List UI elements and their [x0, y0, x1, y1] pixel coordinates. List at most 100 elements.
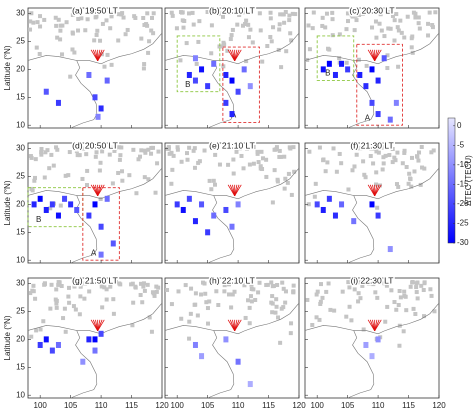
x-tick-label: 105: [64, 401, 78, 410]
no-data-cell: [413, 11, 418, 16]
no-data-cell: [396, 64, 401, 69]
no-data-cell: [131, 300, 136, 305]
dtec-cell: [375, 212, 381, 219]
no-data-cell: [419, 145, 424, 150]
no-data-cell: [169, 10, 174, 15]
no-data-cell: [339, 161, 344, 166]
dtec-cell: [192, 55, 198, 62]
no-data-cell: [247, 162, 252, 167]
no-data-cell: [346, 19, 351, 24]
dtec-cell: [86, 212, 92, 219]
coastline: [304, 325, 375, 399]
no-data-cell: [260, 59, 265, 64]
no-data-cell: [320, 15, 325, 20]
no-data-cell: [256, 160, 261, 165]
no-data-cell: [334, 169, 339, 174]
x-tick-label: 100: [311, 401, 325, 410]
no-data-cell: [247, 321, 252, 326]
y-axis-label: Latitude (°N): [3, 180, 12, 225]
no-data-cell: [150, 15, 155, 20]
no-data-cell: [54, 298, 59, 303]
no-data-cell: [63, 329, 68, 334]
dtec-cell: [326, 195, 332, 202]
no-data-cell: [82, 296, 87, 301]
dtec-cell: [326, 60, 332, 67]
no-data-cell: [169, 302, 174, 307]
ray: [234, 319, 242, 332]
dtec-cell: [31, 201, 37, 208]
no-data-cell: [288, 146, 293, 151]
panel-frame: [304, 277, 440, 399]
no-data-cell: [291, 290, 296, 295]
no-data-cell: [377, 145, 382, 150]
no-data-cell: [361, 159, 366, 164]
no-data-cell: [381, 145, 386, 150]
dtec-cell: [320, 206, 326, 213]
y-tick-label: 25: [16, 37, 25, 46]
y-tick-label: 25: [16, 307, 25, 316]
x-tick-label: 110: [232, 401, 245, 410]
ray: [234, 49, 242, 62]
no-data-cell: [370, 25, 375, 30]
no-data-cell: [206, 321, 211, 326]
dtec-cell: [375, 336, 381, 343]
no-data-cell: [387, 10, 392, 15]
no-data-cell: [29, 11, 34, 16]
no-data-cell: [377, 183, 382, 188]
ray: [374, 49, 382, 62]
no-data-cell: [213, 152, 218, 157]
no-data-cell: [264, 174, 269, 179]
no-data-cell: [66, 173, 71, 178]
ray: [97, 184, 105, 197]
coastline: [76, 302, 163, 335]
no-data-cell: [394, 12, 399, 17]
no-data-cell: [362, 172, 367, 177]
no-data-cell: [381, 161, 386, 166]
no-data-cell: [397, 289, 402, 294]
no-data-cell: [152, 293, 157, 298]
no-data-cell: [116, 38, 121, 43]
no-data-cell: [176, 289, 181, 294]
no-data-cell: [363, 175, 368, 180]
no-data-cell: [219, 44, 224, 49]
no-data-cell: [283, 289, 288, 294]
no-data-cell: [242, 10, 247, 15]
no-data-cell: [385, 66, 390, 71]
no-data-cell: [413, 15, 418, 20]
coastline: [353, 167, 440, 200]
no-data-cell: [169, 150, 174, 155]
no-data-cell: [48, 206, 53, 211]
no-data-cell: [379, 28, 384, 33]
no-data-cell: [278, 154, 283, 159]
no-data-cell: [181, 25, 186, 30]
no-data-cell: [235, 22, 240, 27]
no-data-cell: [78, 294, 83, 299]
no-data-cell: [104, 287, 109, 292]
no-data-cell: [243, 315, 248, 320]
panel: B A 10 15 20 25 30 (d) 20:50 LT Latitude (°N): [3, 139, 163, 264]
no-data-cell: [142, 148, 147, 153]
no-data-cell: [200, 280, 205, 285]
no-data-cell: [360, 11, 365, 16]
no-data-cell: [38, 327, 43, 332]
no-data-cell: [371, 161, 376, 166]
no-data-cell: [179, 159, 184, 164]
dtec-cell: [229, 111, 235, 118]
region-box: [316, 35, 355, 82]
ray: [374, 319, 382, 332]
no-data-cell: [280, 280, 285, 285]
no-data-cell: [272, 168, 277, 173]
no-data-cell: [146, 50, 151, 55]
no-data-cell: [385, 304, 390, 309]
dtec-cell: [332, 71, 338, 78]
no-data-cell: [192, 146, 197, 151]
no-data-cell: [102, 285, 107, 290]
no-data-cell: [42, 17, 47, 22]
dtec-cell: [247, 83, 253, 90]
region-label: B: [185, 80, 190, 89]
no-data-cell: [272, 147, 277, 152]
no-data-cell: [112, 148, 117, 153]
no-data-cell: [429, 293, 434, 298]
